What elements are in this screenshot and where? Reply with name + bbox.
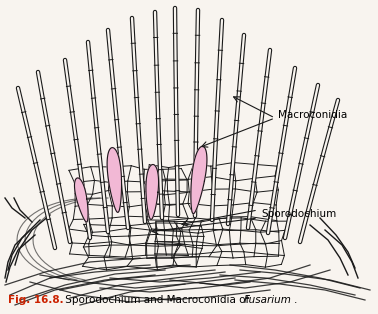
- Text: Fig. 16.8.: Fig. 16.8.: [8, 295, 64, 305]
- Text: Fusarium: Fusarium: [244, 295, 292, 305]
- Polygon shape: [74, 178, 88, 222]
- Polygon shape: [146, 165, 158, 219]
- Text: Sporodochium: Sporodochium: [261, 209, 336, 219]
- Text: Macroconidia: Macroconidia: [278, 110, 347, 120]
- Text: Sporodochium and Macroconidia of: Sporodochium and Macroconidia of: [62, 295, 253, 305]
- Polygon shape: [191, 146, 207, 214]
- Text: .: .: [294, 295, 297, 305]
- Polygon shape: [107, 148, 122, 212]
